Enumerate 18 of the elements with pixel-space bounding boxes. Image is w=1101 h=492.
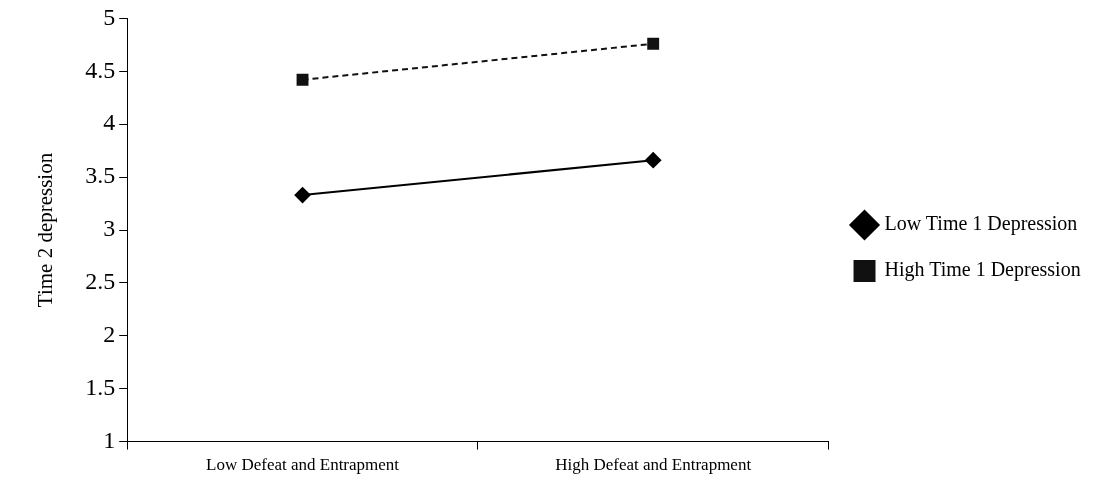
y-tick-label: 2 bbox=[103, 321, 116, 348]
point bbox=[645, 152, 662, 169]
y-axis-title: Time 2 depression bbox=[33, 152, 58, 308]
y-tick-label: 5 bbox=[103, 3, 116, 30]
x-tick-label: Low Defeat and Entrapment bbox=[206, 455, 400, 475]
y-tick-label: 4.5 bbox=[85, 56, 116, 83]
y-tick-label: 1.5 bbox=[85, 374, 116, 400]
legend-label: Low Time 1 Depression bbox=[884, 212, 1078, 236]
point bbox=[296, 73, 309, 86]
y-tick-label: 2.5 bbox=[85, 268, 116, 295]
legend-label: High Time 1 Depression bbox=[884, 258, 1081, 282]
point bbox=[294, 187, 311, 204]
y-tick-label: 4 bbox=[103, 109, 116, 136]
point bbox=[647, 37, 660, 50]
y-tick-label: 1 bbox=[103, 426, 116, 453]
x-tick-label: High Defeat and Entrapment bbox=[555, 455, 752, 475]
y-tick-label: 3 bbox=[103, 215, 116, 242]
y-tick-label: 3.5 bbox=[85, 162, 116, 189]
